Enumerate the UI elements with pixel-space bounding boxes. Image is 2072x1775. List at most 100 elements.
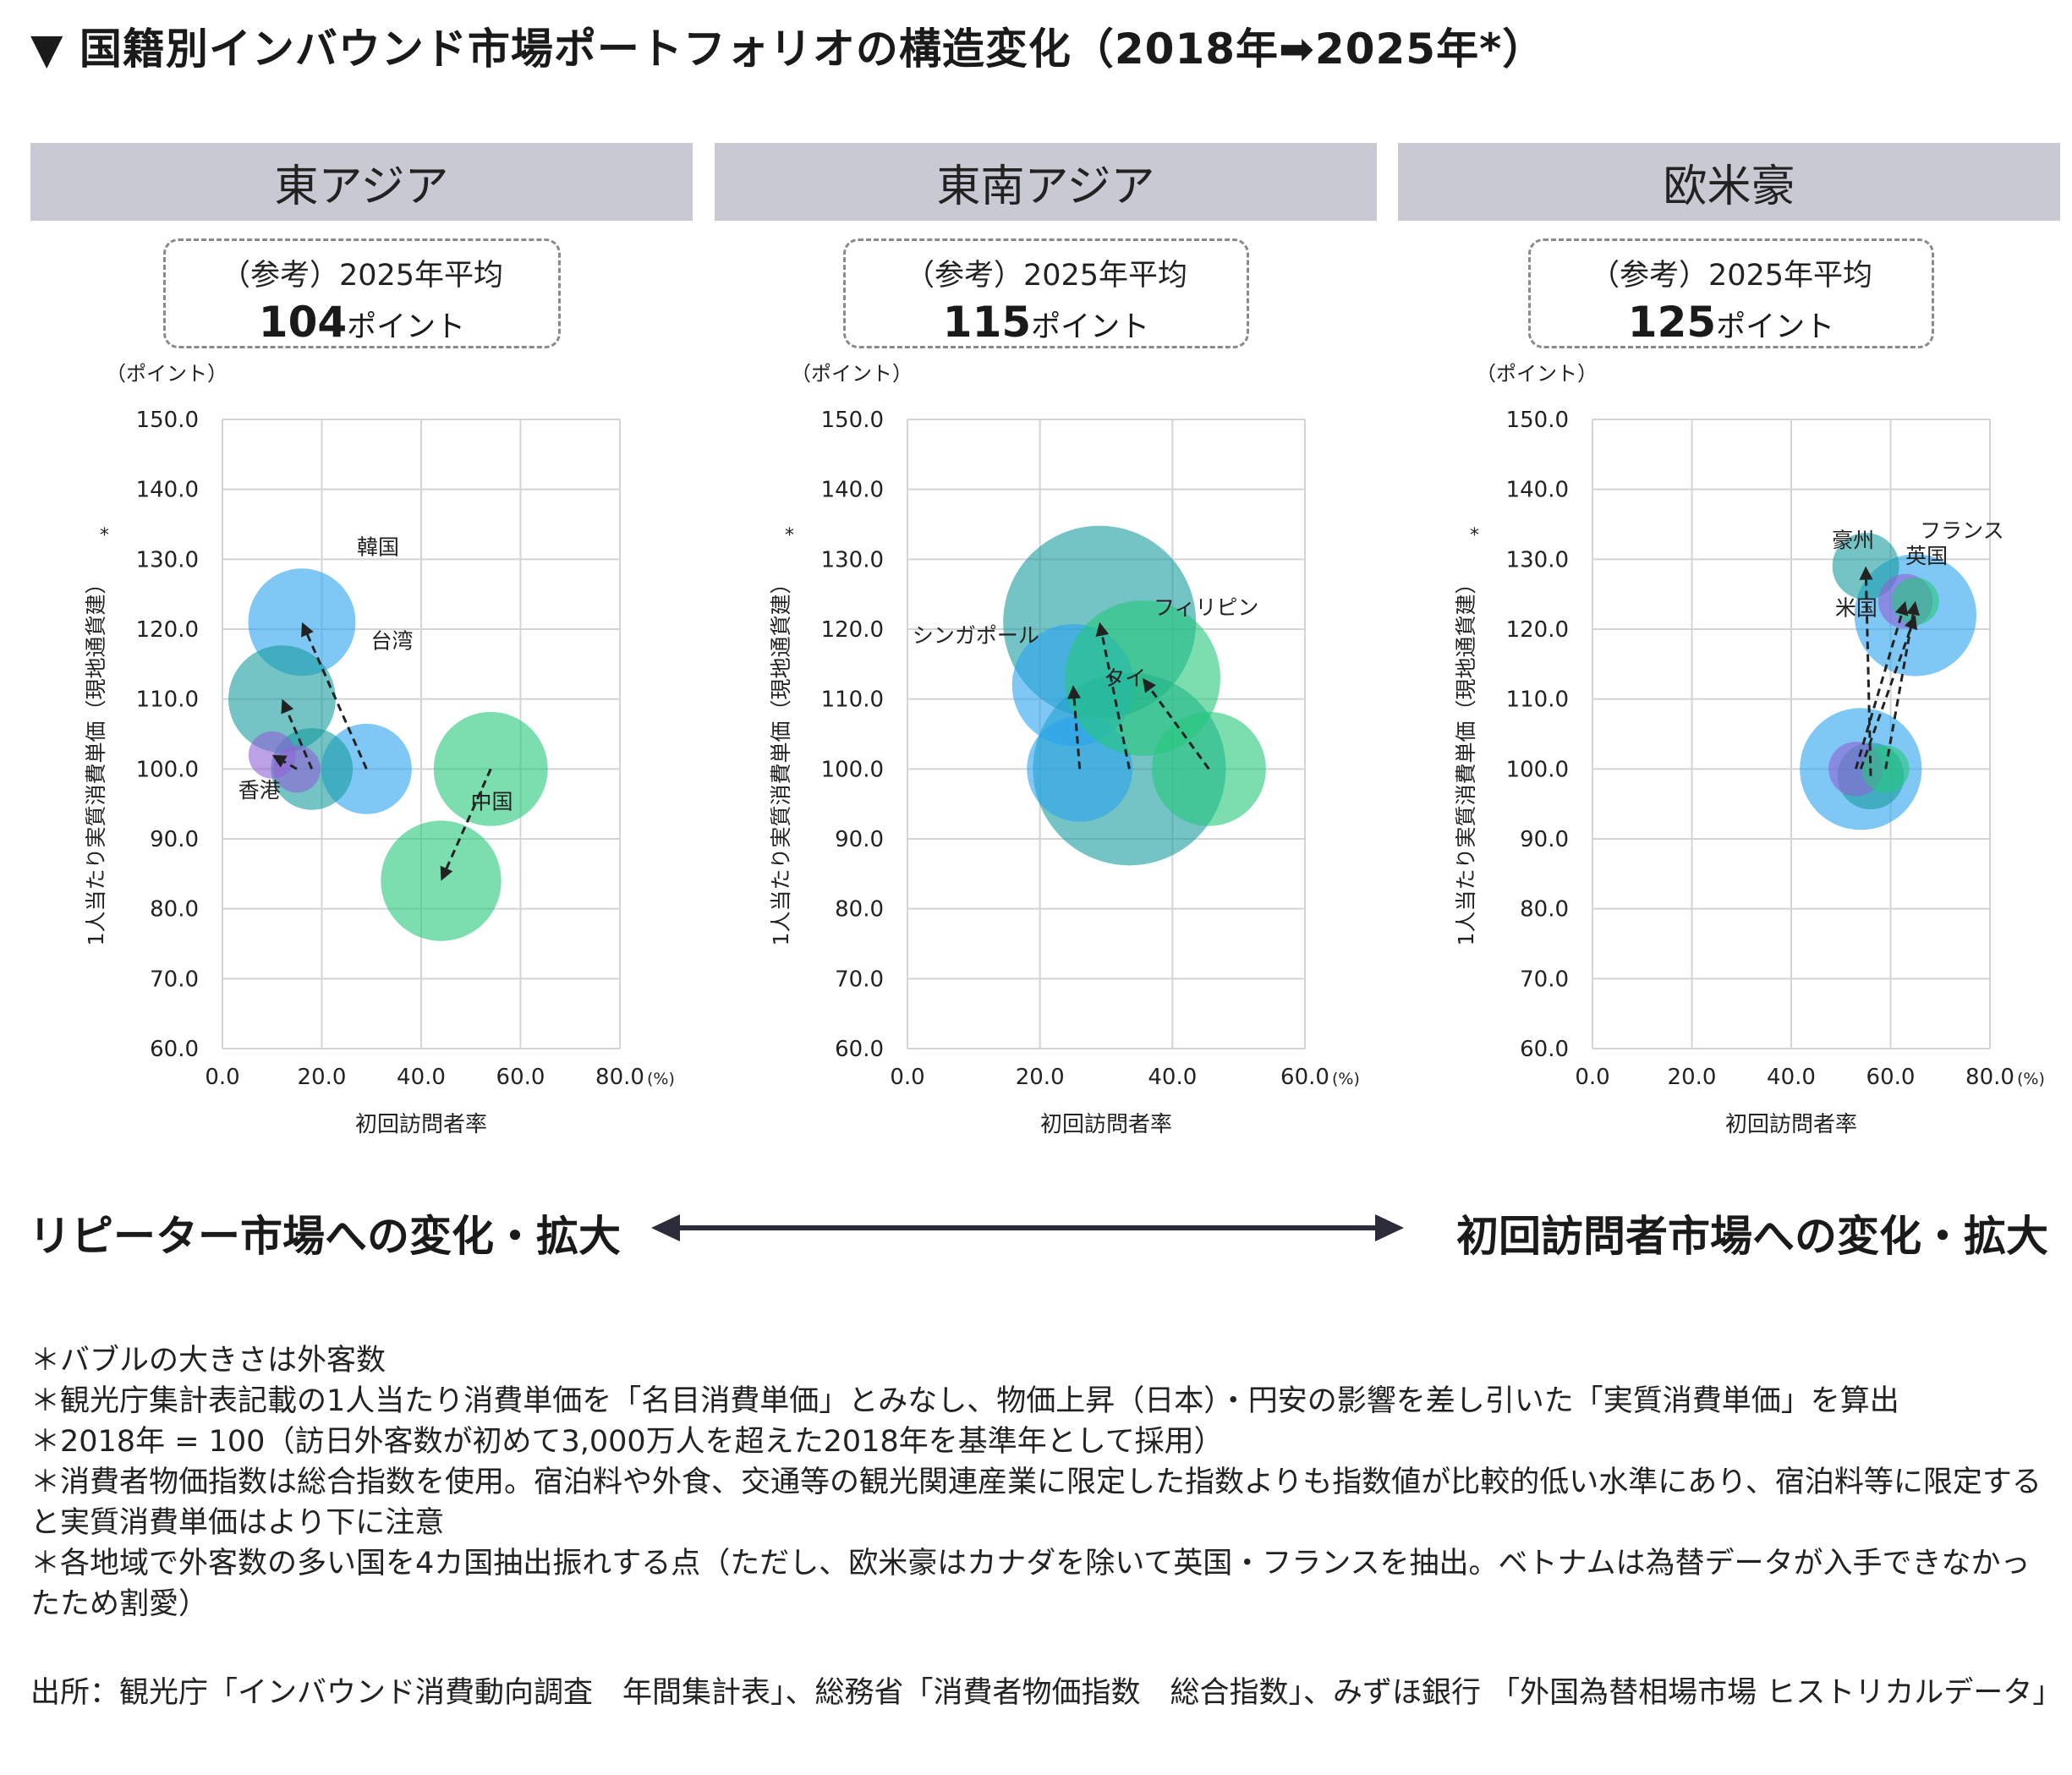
series-label: 米国: [1835, 595, 1877, 620]
arrows: [1854, 566, 1920, 776]
x-tick-label: 60.0: [496, 1065, 545, 1090]
footnote: ＊観光庁集計表記載の1人当たり消費単価を「名目消費単価」とみなし、物価上昇（日本…: [30, 1384, 1899, 1418]
bubbles: [1003, 525, 1266, 866]
series-label: 中国: [470, 790, 513, 814]
reference-unit: ポイント: [347, 310, 466, 344]
bubble-chart-western: 60.0 70.0 80.0 90.0 100.0 110.0 120.0 130.0 140.…: [1455, 362, 2045, 1137]
banner-repeater-market: リピーター市場への変化・拡大: [29, 1212, 621, 1261]
x-tick-label: 60.0: [1280, 1065, 1329, 1090]
footnote: ＊2018年 = 100（訪日外客数が初めて3,000万人を超えた2018年を基…: [30, 1425, 1224, 1459]
bubble: [1832, 533, 1899, 600]
trend-arrow-line: [1884, 614, 1915, 770]
y-tick-label: 150.0: [1506, 408, 1569, 433]
reference-label: （参考）2025年平均: [220, 259, 504, 293]
reference-unit: ポイント: [1031, 310, 1150, 344]
x-tick-label: 40.0: [397, 1065, 446, 1090]
trend-arrow-line: [1149, 688, 1210, 770]
x-tick-label: 80.0: [595, 1065, 644, 1090]
bubbles: [228, 568, 548, 941]
y-unit-label: （ポイント）: [106, 362, 227, 386]
series-label: フィリピン: [1154, 595, 1259, 620]
series-label: フランス: [1920, 518, 2004, 543]
bubble: [1861, 745, 1910, 793]
y-tick-label: 130.0: [136, 547, 199, 572]
x-tick-label: 0.0: [890, 1065, 924, 1090]
x-axis-label: 初回訪問者率: [355, 1112, 487, 1137]
x-tick-label: 40.0: [1148, 1065, 1197, 1090]
x-tick-label: 0.0: [1575, 1065, 1609, 1090]
y-unit-label: （ポイント）: [791, 362, 913, 386]
y-tick-label: 140.0: [136, 478, 199, 503]
y-tick-label: 90.0: [150, 827, 199, 852]
reference-value: 125: [1627, 298, 1717, 347]
arrow-head-icon: [1904, 615, 1918, 631]
y-tick-label: 70.0: [1520, 967, 1569, 992]
x-unit-label: (%): [2017, 1070, 2045, 1088]
x-tick-label: 0.0: [205, 1065, 239, 1090]
y-axis-star: *: [100, 525, 109, 546]
x-unit-label: (%): [647, 1070, 675, 1088]
y-tick-label: 80.0: [1520, 897, 1569, 923]
y-tick-label: 80.0: [150, 897, 199, 923]
y-tick-label: 100.0: [1506, 757, 1569, 782]
x-tick-label: 20.0: [1668, 1065, 1717, 1090]
reference-label: （参考）2025年平均: [904, 259, 1188, 293]
x-axis-label: 初回訪問者率: [1040, 1112, 1172, 1137]
page-title: ▼ 国籍別インバウンド市場ポートフォリオの構造変化（2018年➡2025年*）: [30, 25, 1546, 74]
x-axis-label: 初回訪問者率: [1725, 1112, 1857, 1137]
x-tick-label: 40.0: [1767, 1065, 1816, 1090]
grid: [1592, 419, 1991, 1049]
panel-header-western: 欧米豪: [1398, 143, 2060, 221]
y-axis-label: 1人当たり実質消費単価（現地通貨建）: [770, 573, 793, 946]
y-axis-star: *: [1470, 525, 1479, 546]
y-tick-label: 140.0: [821, 478, 884, 503]
arrow-head-icon: [1143, 677, 1156, 693]
trend-arrow-line: [286, 710, 314, 770]
arrow-head-icon: [1894, 600, 1909, 616]
bubble: [248, 731, 296, 779]
series-label: 韓国: [357, 535, 399, 560]
series-label: タイ: [1104, 666, 1146, 691]
bubble-chart-east-asia: 60.0 70.0 80.0 90.0 100.0 110.0 120.0 130.0 140.…: [85, 362, 675, 1137]
trend-arrow-line: [282, 760, 298, 770]
y-tick-label: 150.0: [821, 408, 884, 433]
y-axis-label: 1人当たり実質消費単価（現地通貨建）: [85, 573, 108, 946]
y-tick-label: 110.0: [136, 688, 199, 713]
footnote: ＊バブルの大きさは外客数: [30, 1344, 386, 1378]
arrow-head-icon: [1095, 622, 1110, 638]
y-tick-label: 70.0: [150, 967, 199, 992]
reference-label: （参考）2025年平均: [1589, 259, 1873, 293]
panel-header-east-asia: 東アジア: [30, 143, 693, 221]
x-tick-label: 60.0: [1866, 1065, 1916, 1090]
footnote: ＊消費者物価指数は総合指数を使用。宿泊料や外食、交通等の観光関連産業に限定した指…: [30, 1465, 2042, 1540]
trend-arrow-line: [1865, 579, 1872, 776]
y-tick-label: 100.0: [136, 757, 199, 782]
arrow-head-icon: [271, 754, 288, 768]
y-tick-label: 60.0: [150, 1037, 199, 1062]
y-tick-label: 120.0: [1506, 617, 1569, 643]
arrows: [271, 622, 492, 881]
trend-arrow-line: [1854, 613, 1904, 770]
y-tick-label: 130.0: [1506, 547, 1569, 572]
y-axis-star: *: [785, 525, 794, 546]
arrow-head-icon: [1067, 685, 1082, 699]
arrow-head-icon: [281, 698, 294, 715]
arrow-head-icon: [301, 622, 314, 638]
reference-box-east-asia: （参考）2025年平均 104ポイント: [163, 238, 561, 348]
y-tick-label: 60.0: [1520, 1037, 1569, 1062]
series-label: シンガポール: [913, 623, 1039, 648]
y-unit-label: （ポイント）: [1476, 362, 1598, 386]
footnotes: ＊バブルの大きさは外客数 ＊観光庁集計表記載の1人当たり消費単価を「名目消費単価…: [30, 1340, 2052, 1624]
reference-unit: ポイント: [1716, 310, 1835, 344]
bubbles: [1800, 533, 1976, 830]
series-label: 台湾: [370, 629, 413, 654]
y-tick-label: 100.0: [821, 757, 884, 782]
y-tick-label: 130.0: [821, 547, 884, 572]
series-label: 豪州: [1832, 529, 1874, 553]
arrow-head-icon: [1906, 600, 1920, 616]
y-axis-label: 1人当たり実質消費単価（現地通貨建）: [1455, 573, 1478, 946]
source-note: 出所：観光庁「インバウンド消費動向調査 年間集計表」、総務省「消費者物価指数 総…: [30, 1676, 2063, 1710]
y-tick-label: 110.0: [821, 688, 884, 713]
arrow-head-icon: [440, 865, 453, 881]
y-tick-label: 120.0: [136, 617, 199, 643]
